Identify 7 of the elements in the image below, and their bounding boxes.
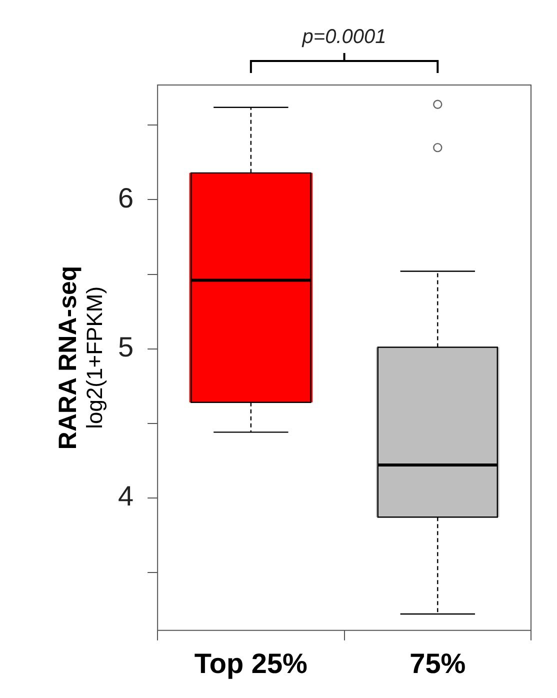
y-tick-label: 6 [118, 182, 134, 214]
x-tick-label: 75% [410, 648, 466, 679]
text: p=0.0001 [301, 26, 386, 48]
y-axis-title: RARA RNA-seq log2(1+FPKM) [54, 266, 107, 450]
y-tick-label: 5 [118, 331, 134, 362]
x-tick-label: Top 25% [194, 648, 308, 679]
y-tick-label: 4 [118, 480, 134, 512]
